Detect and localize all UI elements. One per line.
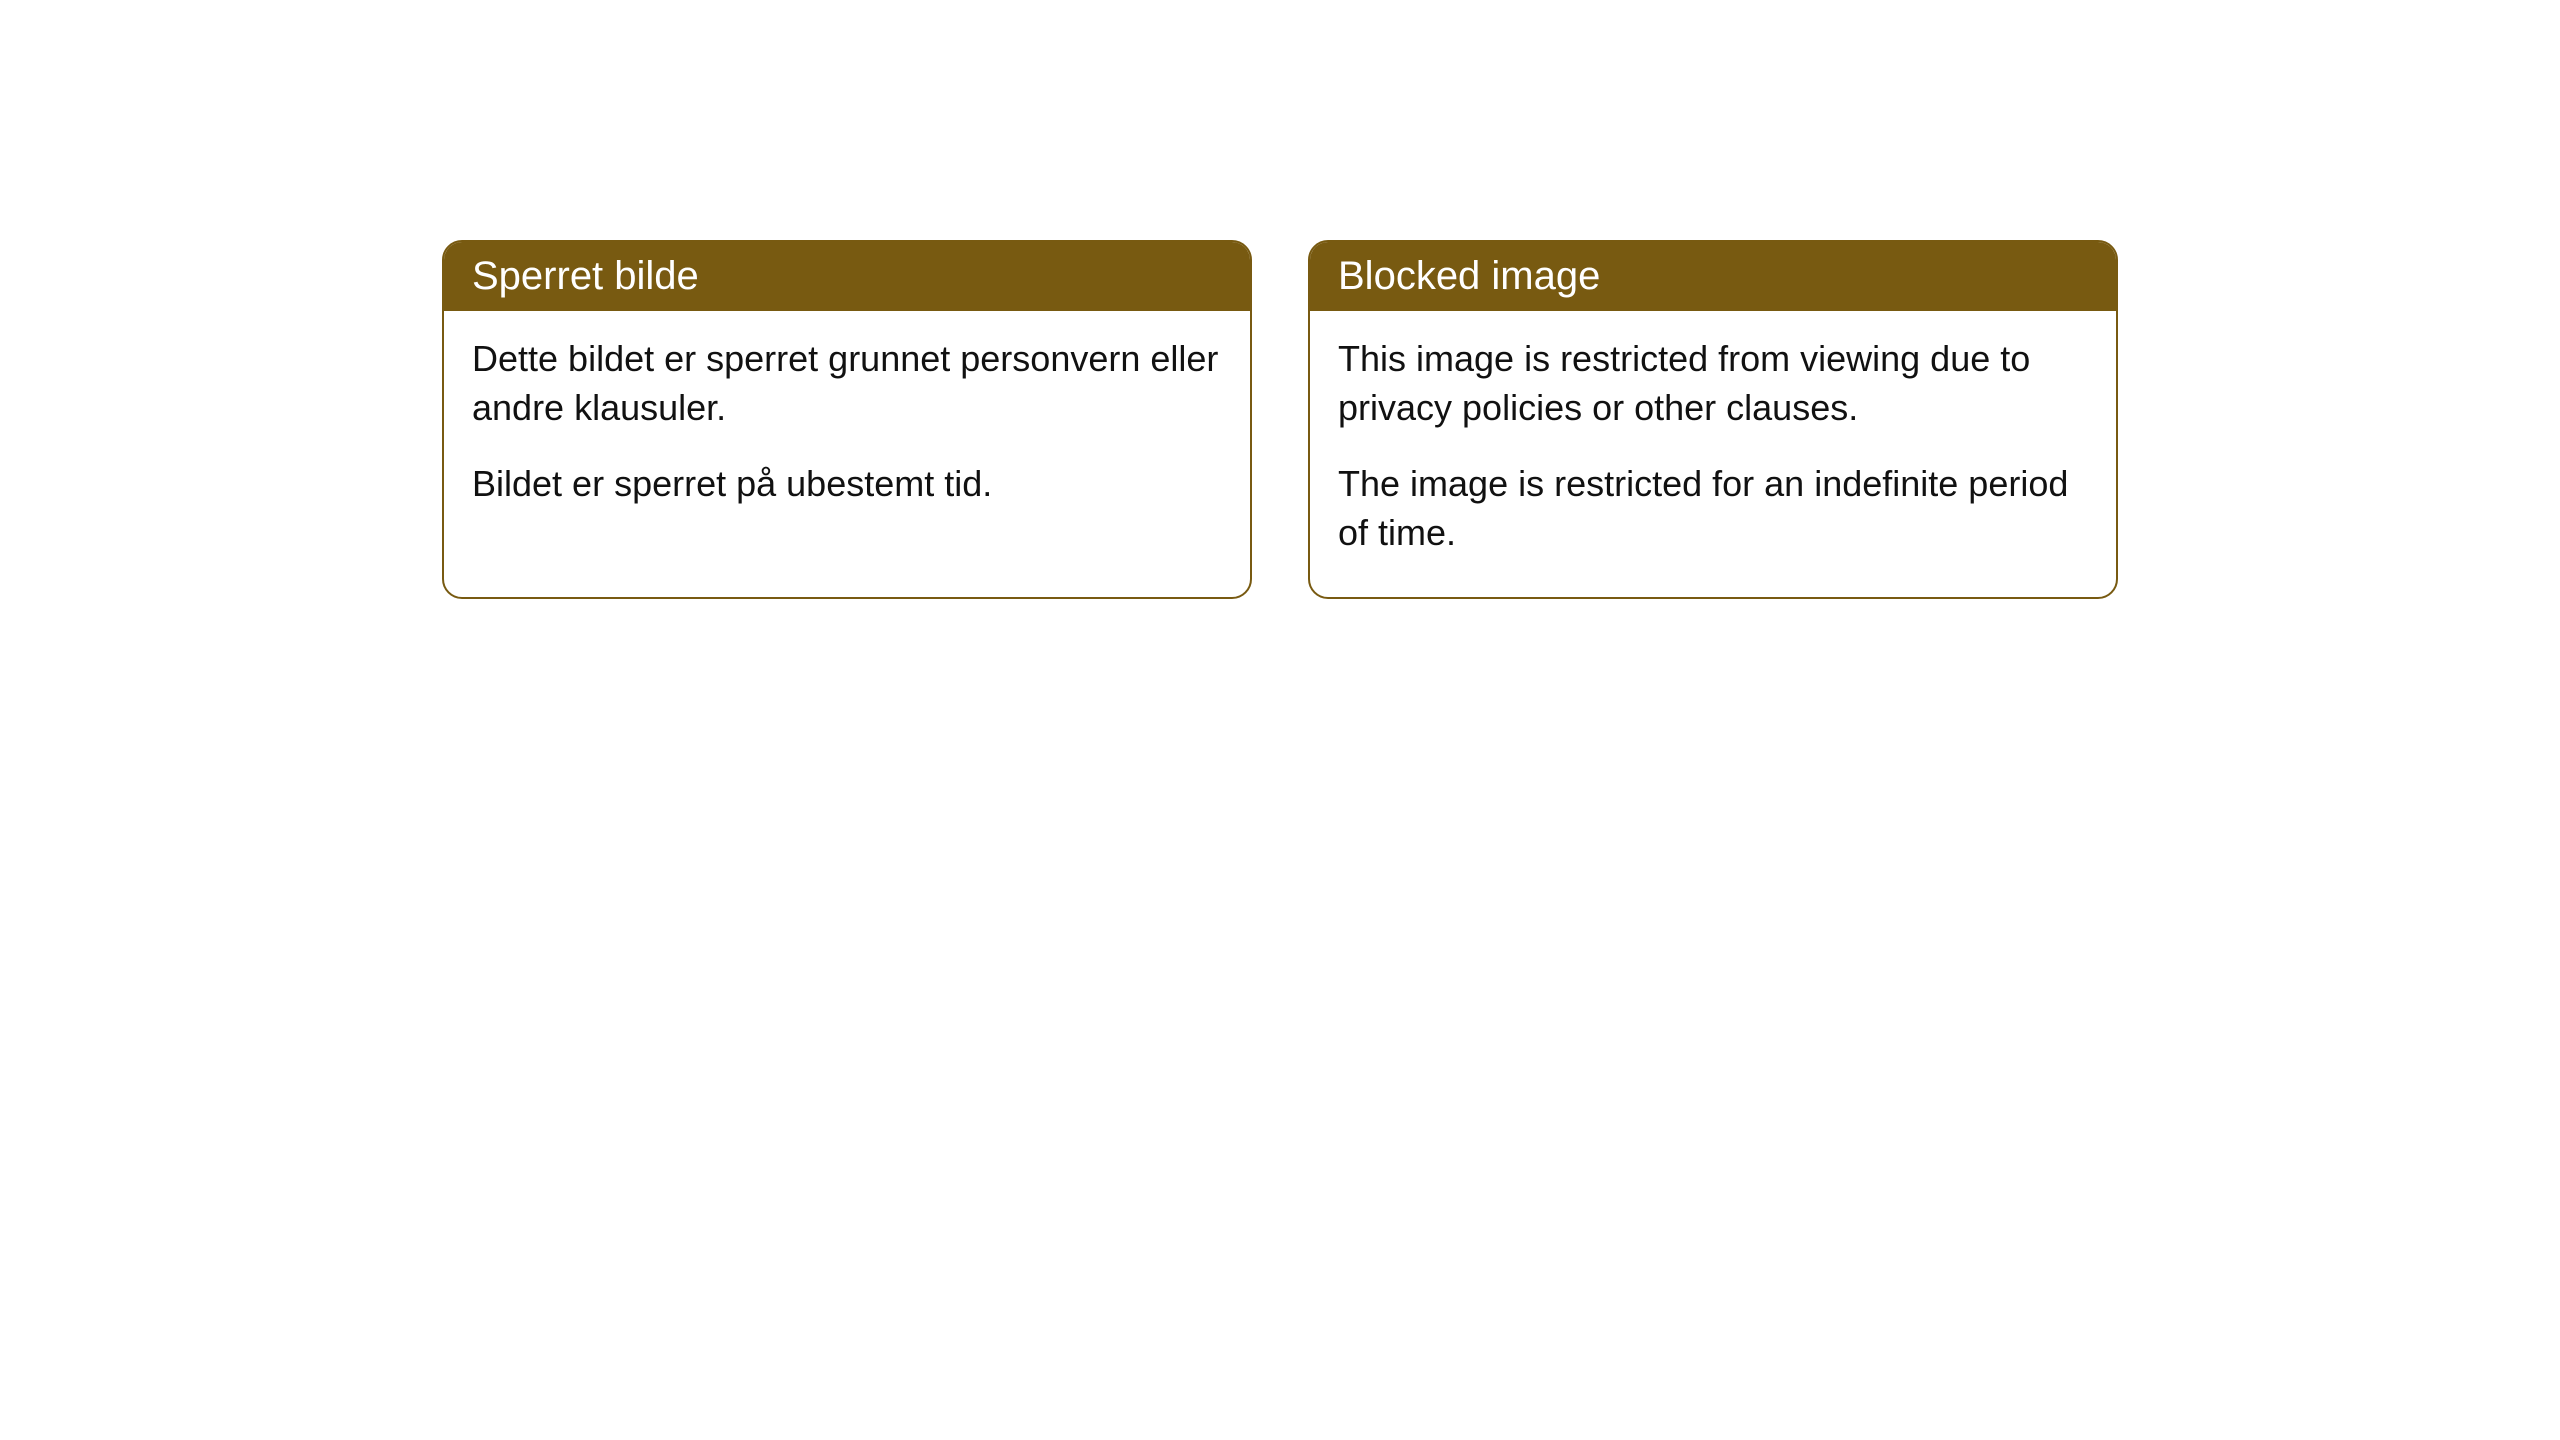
card-paragraph-1-no: Dette bildet er sperret grunnet personve…	[472, 335, 1222, 432]
card-title-no: Sperret bilde	[444, 242, 1250, 311]
blocked-image-card-no: Sperret bilde Dette bildet er sperret gr…	[442, 240, 1252, 599]
card-body-no: Dette bildet er sperret grunnet personve…	[444, 311, 1250, 549]
card-paragraph-2-no: Bildet er sperret på ubestemt tid.	[472, 460, 1222, 509]
card-paragraph-2-en: The image is restricted for an indefinit…	[1338, 460, 2088, 557]
card-paragraph-1-en: This image is restricted from viewing du…	[1338, 335, 2088, 432]
card-container: Sperret bilde Dette bildet er sperret gr…	[0, 240, 2560, 599]
card-body-en: This image is restricted from viewing du…	[1310, 311, 2116, 597]
card-title-en: Blocked image	[1310, 242, 2116, 311]
blocked-image-card-en: Blocked image This image is restricted f…	[1308, 240, 2118, 599]
